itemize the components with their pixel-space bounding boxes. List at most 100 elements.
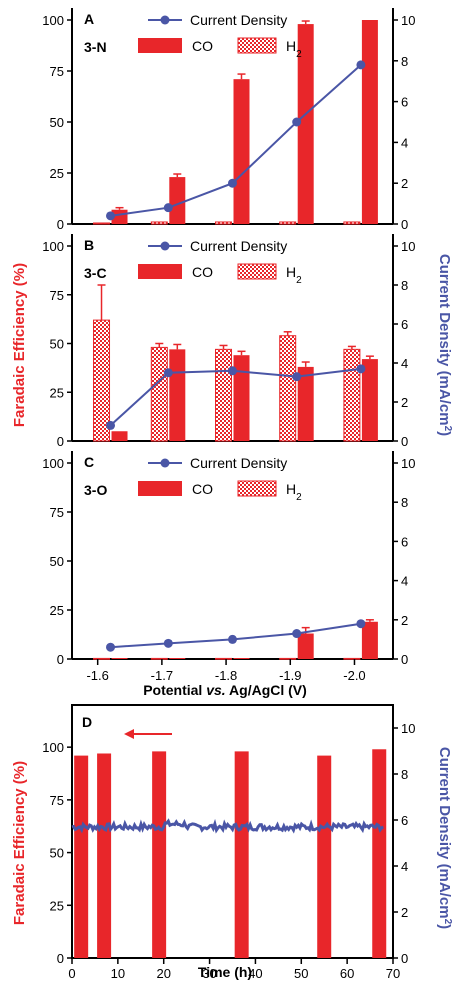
h2-bar xyxy=(279,335,297,442)
right-tick-label: 4 xyxy=(401,356,408,371)
legend-h2-label: H2 xyxy=(286,38,302,60)
current-density-line xyxy=(110,622,362,649)
legend-h2-label: H2 xyxy=(286,264,302,286)
fe-bar xyxy=(317,755,332,958)
right-tick-label: 8 xyxy=(401,54,408,69)
right-tick-label: 10 xyxy=(401,456,415,471)
right-tick-label: 6 xyxy=(401,534,408,549)
sample-label: 3-O xyxy=(84,482,107,498)
right-tick-label: 6 xyxy=(401,317,408,332)
left-tick-label: 100 xyxy=(42,239,64,254)
right-tick-label: 8 xyxy=(401,495,408,510)
x-tick-label: 60 xyxy=(340,966,354,981)
panel-letter: B xyxy=(84,237,94,253)
co-bar xyxy=(111,431,128,441)
panel-c: 0 25 50 75 100 0 2 4 6 8 10 C 3-O Current Density CO H2 xyxy=(42,451,415,667)
legend-h2-swatch xyxy=(237,480,277,497)
right-tick-label: 10 xyxy=(401,721,415,736)
x-tick-label: 40 xyxy=(248,966,262,981)
right-tick-label: 2 xyxy=(401,176,408,191)
co-bar xyxy=(297,366,314,441)
right-tick-label: 0 xyxy=(401,434,408,449)
legend-h2-label: H2 xyxy=(286,481,302,503)
left-tick-label: 50 xyxy=(50,554,64,569)
current-density-point xyxy=(163,638,173,648)
h2-bar xyxy=(150,657,168,660)
h2-bar xyxy=(215,348,232,442)
x-axis-label-time: Time (h) xyxy=(198,964,252,980)
co-bar xyxy=(361,359,378,441)
current-density-point xyxy=(356,619,366,629)
legend-h2-swatch xyxy=(237,263,277,280)
left-tick-label: 50 xyxy=(50,115,64,130)
x-tick-label: 0 xyxy=(68,966,75,981)
x-tick-label: 30 xyxy=(202,966,216,981)
x-tick-label: -2.0 xyxy=(343,668,365,683)
right-tick-label: 0 xyxy=(401,951,408,966)
left-tick-label: 0 xyxy=(57,434,64,449)
current-density-point xyxy=(228,366,237,376)
legend-co-swatch xyxy=(138,264,182,279)
right-tick-label: 10 xyxy=(401,239,415,254)
legend-cd-marker xyxy=(160,15,170,25)
left-tick-label: 0 xyxy=(57,217,64,232)
left-tick-label: 0 xyxy=(57,652,64,667)
fe-bar xyxy=(234,751,249,958)
co-bar xyxy=(233,658,250,659)
left-tick-label: 75 xyxy=(50,64,64,79)
co-bar xyxy=(169,177,186,224)
panel-letter: D xyxy=(82,714,92,730)
left-tick-label: 25 xyxy=(50,898,64,913)
x-tick-label: 70 xyxy=(386,966,400,981)
current-density-point xyxy=(163,368,173,378)
left-tick-label: 100 xyxy=(42,13,64,28)
x-axis-potential: -1.6 -1.7 -1.8 -1.9 -2.0 xyxy=(86,659,366,683)
legend-co-label: CO xyxy=(192,264,213,280)
left-tick-label: 25 xyxy=(50,385,64,400)
left-tick-label: 100 xyxy=(42,456,64,471)
panel-b: 0 25 50 75 100 0 2 4 6 8 10 B 3-C Current Density CO H2 xyxy=(42,234,415,449)
x-axis-label-potential: Potential vs. Ag/AgCl (V) xyxy=(143,682,307,698)
y-axis-label-faradaic-efficiency: Faradaic Efficiency (%) xyxy=(11,263,28,427)
right-tick-label: 2 xyxy=(401,395,408,410)
left-tick-label: 75 xyxy=(50,505,64,520)
h2-bar xyxy=(93,222,111,225)
fe-bar xyxy=(372,749,387,958)
panel-d-y-axis-label-current-density: Current Density (mA/cm2) xyxy=(436,747,454,929)
current-density-point xyxy=(106,420,116,430)
legend-cd-label: Current Density xyxy=(190,12,287,28)
h2-bar xyxy=(215,657,232,660)
right-tick-label: 2 xyxy=(401,613,408,628)
co-bar xyxy=(111,658,128,659)
legend-cd-marker xyxy=(160,458,170,468)
right-tick-label: 8 xyxy=(401,767,408,782)
legend-co-label: CO xyxy=(192,481,213,497)
h2-bar xyxy=(150,346,168,442)
x-tick-label: -1.8 xyxy=(215,668,237,683)
h2-bar xyxy=(279,221,297,225)
sample-label: 3-N xyxy=(84,39,107,55)
left-tick-label: 75 xyxy=(50,793,64,808)
current-density-point xyxy=(106,642,116,652)
panel-a: 0 25 50 75 100 0 2 4 6 8 10 A 3-N Current Density CO H2 xyxy=(42,8,415,232)
h2-bar xyxy=(279,657,297,660)
co-bar xyxy=(169,658,186,659)
panel-letter: A xyxy=(84,11,94,27)
fe-bar xyxy=(97,753,112,958)
current-density-point xyxy=(163,203,173,213)
current-density-point xyxy=(292,372,302,382)
current-density-point xyxy=(228,178,237,188)
h2-bar xyxy=(215,221,232,225)
co-bar xyxy=(361,20,378,224)
x-tick-label: 10 xyxy=(111,966,125,981)
co-bar xyxy=(297,24,314,224)
right-tick-label: 0 xyxy=(401,217,408,232)
left-tick-label: 25 xyxy=(50,166,64,181)
right-tick-label: 0 xyxy=(401,652,408,667)
co-bar xyxy=(233,355,250,441)
legend-h2-swatch xyxy=(237,37,277,54)
left-tick-label: 25 xyxy=(50,603,64,618)
h2-bar xyxy=(93,657,111,660)
